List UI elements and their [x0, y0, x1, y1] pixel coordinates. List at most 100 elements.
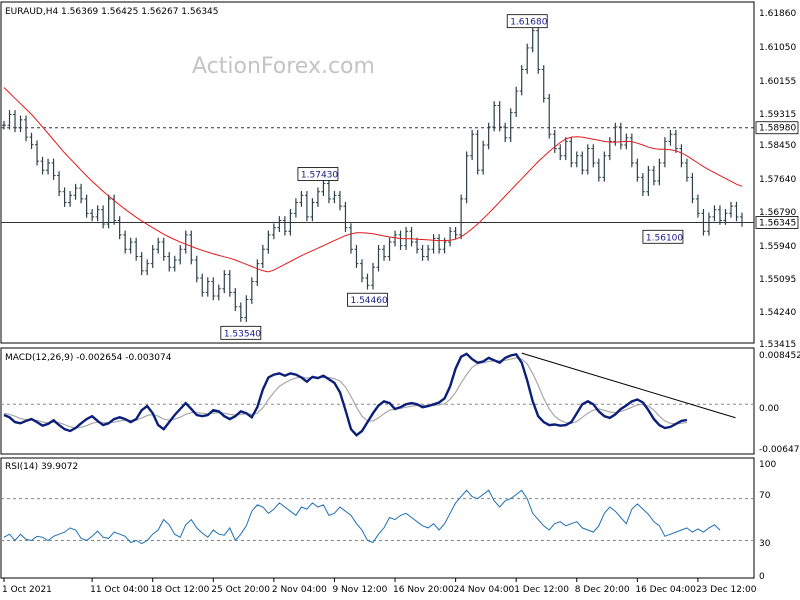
price-bar: [591, 144, 596, 168]
price-tick-label: 1.56790: [759, 208, 796, 218]
price-annotation: 1.53540: [220, 325, 261, 340]
rsi-tick-label: 70: [759, 491, 771, 501]
price-bar: [24, 115, 29, 142]
price-bar: [123, 230, 128, 254]
price-bar: [371, 262, 375, 290]
price-bar: [585, 144, 590, 175]
price-bar: [134, 237, 139, 261]
rsi-axis-ticks: 100 70 30 0: [759, 460, 776, 582]
price-bar: [503, 122, 508, 143]
price-bar: [194, 255, 199, 283]
price-bar: [51, 158, 56, 180]
price-annotation: 1.61680: [506, 14, 548, 29]
price-bar: [233, 288, 238, 312]
price-bar: [216, 284, 221, 301]
price-bar: [288, 208, 293, 236]
price-bar: [359, 259, 364, 283]
price-bar: [222, 270, 227, 294]
price-bar: [90, 208, 95, 222]
price-bar: [728, 201, 733, 218]
price-bar: [701, 208, 706, 236]
price-bar: [519, 65, 524, 96]
price-bar: [310, 198, 315, 222]
price-bar: [580, 151, 585, 175]
x-axis-tick-label: 16 Dec 04:00: [635, 585, 696, 595]
price-bar: [178, 244, 183, 265]
price-bar: [640, 173, 645, 197]
price-bar: [57, 171, 62, 197]
x-axis-tick-label: 2 Nov 04:00: [272, 585, 327, 595]
price-annotation: 1.54460: [347, 292, 388, 307]
price-bar: [470, 129, 475, 161]
x-axis-tick-label: 1 Oct 2021: [2, 585, 52, 595]
price-bar: [35, 140, 40, 166]
macd-tick-label: -0.006475: [759, 445, 800, 455]
price-annotation: 1.56100: [642, 229, 684, 244]
price-bar: [464, 151, 469, 204]
x-axis-tick-label: 8 Dec 20:00: [575, 585, 630, 595]
price-bar: [552, 129, 557, 153]
price-bar: [486, 122, 491, 150]
price-bar: [95, 205, 100, 222]
price-bar: [563, 137, 568, 161]
price-bar: [46, 158, 51, 175]
price-axis-ticks: 1.61860 1.61050 1.60155 1.59315 1.58450 …: [759, 9, 796, 350]
current-price-tag-box: [755, 216, 799, 229]
price-bar: [183, 230, 188, 254]
price-bar: [167, 252, 172, 272]
price-bar: [629, 133, 634, 168]
price-bar: [365, 273, 370, 290]
price-annotation-label: 1.61680: [510, 18, 547, 28]
price-bar: [271, 223, 276, 240]
macd-panel-header: MACD(12,26,9) -0.002654 -0.003074: [5, 353, 172, 363]
price-bar: [249, 277, 254, 304]
rsi-tick-label: 100: [759, 460, 776, 470]
price-bar: [68, 191, 73, 207]
price-bar: [508, 108, 513, 143]
rsi-layer: [1, 489, 754, 545]
price-bar: [7, 110, 12, 130]
price-annotation-box: [642, 229, 684, 244]
price-bar: [315, 187, 320, 207]
price-tick-label: 1.57640: [759, 175, 796, 185]
price-bar: [662, 137, 667, 168]
price-tick-label: 1.53415: [759, 340, 796, 350]
price-bar: [145, 259, 150, 276]
price-bar: [2, 120, 6, 130]
price-bar: [679, 144, 684, 168]
price-bar: [139, 252, 144, 276]
price-bar: [734, 201, 739, 222]
resistance-price-tag-label: 1.58980: [759, 124, 796, 134]
price-bar: [293, 198, 298, 218]
price-bar: [387, 237, 392, 261]
price-bar: [651, 165, 656, 186]
price-tick-label: 1.55095: [759, 275, 796, 285]
price-bar: [547, 93, 552, 139]
price-bar: [260, 244, 265, 268]
price-bar: [84, 194, 89, 218]
price-bar: [189, 230, 194, 265]
macd-main-line: [3, 352, 688, 437]
price-bar: [376, 244, 381, 272]
price-bar: [492, 101, 497, 132]
price-bar: [277, 216, 282, 232]
macd-layer: [1, 352, 754, 437]
macd-signal-line: [3, 357, 687, 429]
price-bar: [299, 191, 304, 207]
resistance-price-tag-box: [755, 121, 799, 135]
price-annotation-label: 1.53540: [224, 329, 261, 339]
x-axis-tick-label: 24 Nov 04:00: [454, 585, 515, 595]
price-bar: [541, 65, 546, 103]
price-bar: [40, 156, 45, 175]
price-bar: [348, 223, 353, 254]
price-bar: [536, 26, 541, 74]
price-bar: [481, 140, 486, 175]
price-annotation-label: 1.54460: [350, 296, 387, 306]
price-bar: [712, 205, 717, 222]
price-bar: [255, 259, 260, 286]
price-bar: [431, 234, 436, 254]
price-annotation-box: [297, 167, 339, 181]
macd-trendline: [521, 352, 736, 419]
price-tick-label: 1.60155: [759, 77, 796, 87]
